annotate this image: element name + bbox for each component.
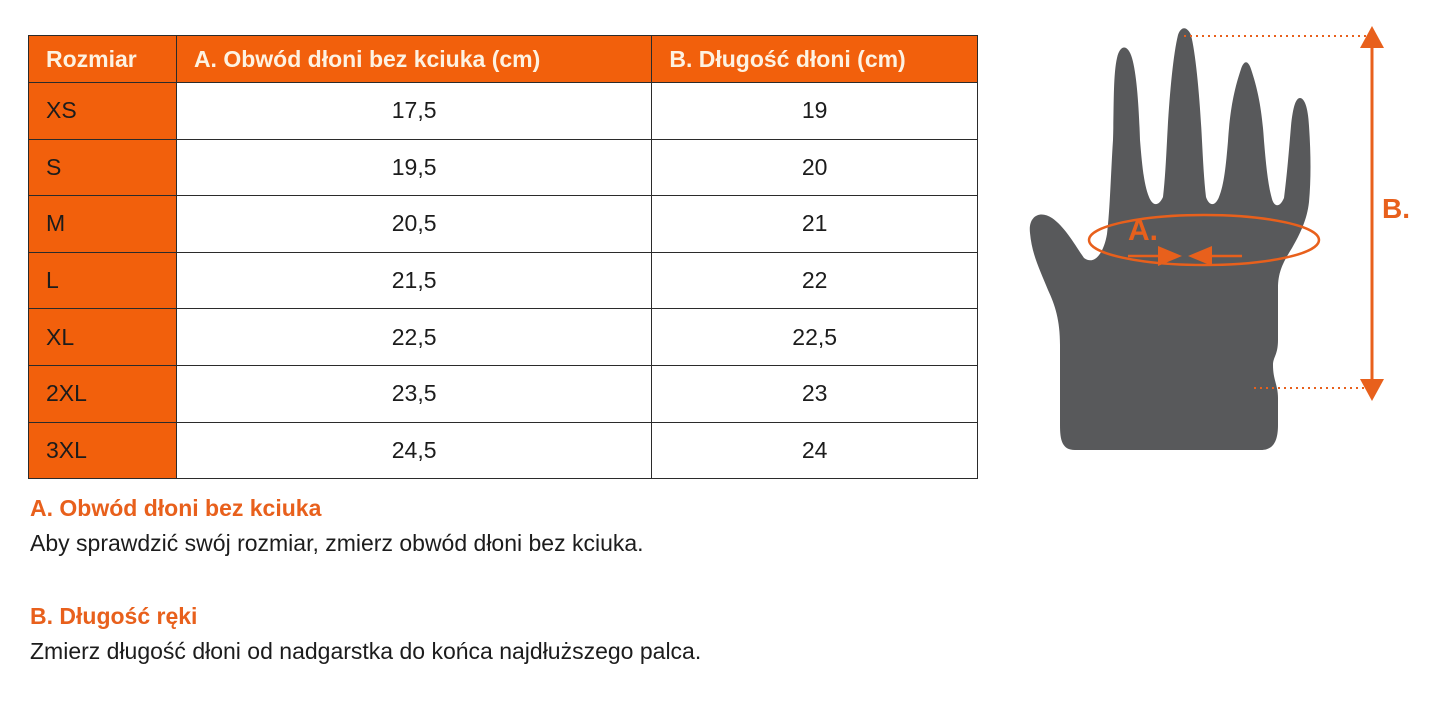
svg-text:A.: A. [1128, 214, 1158, 247]
svg-text:B.: B. [1382, 193, 1410, 224]
